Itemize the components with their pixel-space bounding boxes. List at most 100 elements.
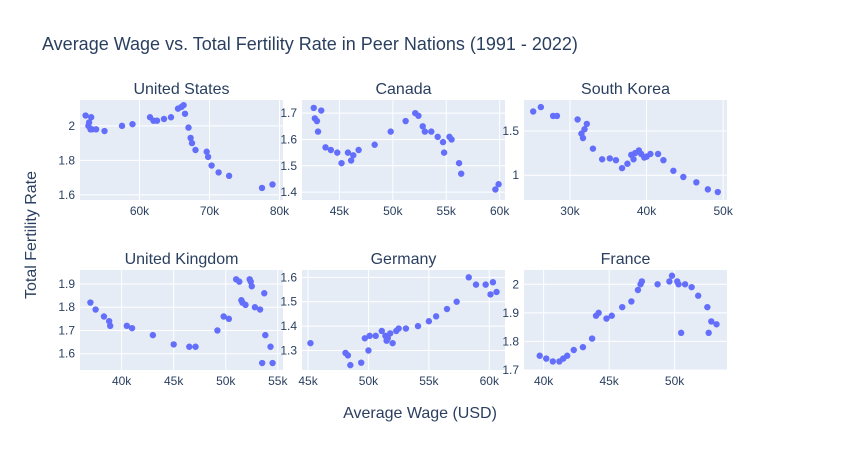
- y-tick-label: 1.6: [58, 347, 75, 361]
- data-point: [677, 329, 685, 337]
- subplot-title: United States: [133, 81, 229, 98]
- y-tick-label: 1.9: [58, 277, 75, 291]
- data-point: [361, 335, 369, 342]
- data-point: [395, 325, 402, 332]
- data-point: [495, 181, 502, 188]
- data-point: [579, 134, 587, 142]
- data-point: [258, 184, 266, 192]
- data-point: [214, 327, 221, 334]
- y-tick-label: 1.5: [502, 124, 519, 138]
- data-point: [192, 343, 199, 350]
- data-point: [256, 306, 264, 313]
- data-point: [372, 332, 379, 340]
- data-point: [310, 104, 317, 112]
- y-tick-label: 1.4: [280, 185, 297, 199]
- data-point: [149, 331, 157, 339]
- data-point: [365, 347, 372, 354]
- data-point: [242, 301, 249, 309]
- data-point: [603, 315, 610, 322]
- x-tick-label: 50k: [216, 374, 236, 388]
- data-point: [579, 343, 587, 351]
- data-point: [236, 278, 243, 285]
- subplot-panel: 45k 50k 55k 60k 1.3 1.4 1.5 1.6 Germany: [280, 251, 505, 388]
- data-point: [322, 144, 329, 151]
- data-point: [425, 318, 433, 325]
- y-tick-label: 1.8: [58, 300, 75, 314]
- data-point: [694, 292, 702, 299]
- data-point: [439, 138, 447, 146]
- x-tick-label: 30k: [560, 204, 580, 218]
- x-tick-label: 40k: [534, 374, 554, 388]
- data-point: [203, 148, 210, 155]
- x-tick-label: 50k: [359, 374, 379, 388]
- data-point: [675, 281, 682, 288]
- data-point: [713, 321, 720, 328]
- x-tick-label: 40k: [112, 374, 132, 388]
- x-tick-label: 60k: [480, 374, 500, 388]
- data-point: [549, 358, 557, 365]
- data-point: [167, 114, 175, 121]
- data-point: [313, 117, 321, 125]
- subplot-title: Germany: [371, 251, 437, 268]
- data-point: [543, 355, 550, 362]
- data-point: [693, 179, 700, 186]
- y-tick-label: 1.5: [280, 159, 297, 173]
- data-point: [350, 152, 357, 159]
- data-point: [583, 120, 591, 128]
- data-point: [208, 162, 215, 169]
- data-point: [624, 160, 631, 167]
- plot-background: [80, 100, 283, 200]
- data-point: [248, 283, 255, 290]
- data-point: [448, 136, 455, 143]
- data-point: [185, 124, 192, 131]
- data-point: [493, 288, 500, 296]
- data-point: [465, 274, 472, 281]
- data-point: [537, 103, 545, 111]
- data-point: [338, 159, 345, 167]
- x-tick-label: 45k: [298, 374, 318, 388]
- x-tick-label: 55k: [268, 374, 288, 388]
- subplot-panel: 40k 45k 50k 55k 1.6 1.7 1.8 1.9 United Kingdom: [58, 251, 288, 388]
- data-point: [101, 127, 108, 135]
- data-point: [129, 120, 136, 128]
- plot-background: [524, 270, 727, 370]
- subplot-panel: 40k 45k 50k 1.7 1.8 1.9 2 France: [502, 251, 727, 388]
- data-point: [344, 149, 352, 156]
- x-tick-label: 60k: [130, 204, 150, 218]
- data-point: [347, 157, 355, 164]
- data-point: [262, 331, 269, 339]
- data-point: [421, 128, 429, 135]
- data-point: [670, 167, 677, 174]
- data-point: [453, 298, 460, 305]
- data-point: [619, 303, 626, 311]
- data-point: [704, 303, 711, 311]
- data-point: [106, 322, 114, 330]
- data-point: [204, 153, 212, 161]
- x-tick-label: 45k: [330, 204, 350, 218]
- data-point: [455, 159, 463, 167]
- data-point: [489, 278, 497, 286]
- data-point: [472, 281, 480, 288]
- data-point: [82, 112, 89, 119]
- x-axis-label: Average Wage (USD): [343, 405, 497, 422]
- data-point: [128, 324, 136, 332]
- data-point: [269, 359, 276, 367]
- data-point: [589, 145, 597, 152]
- data-point: [180, 101, 187, 109]
- data-point: [606, 155, 613, 162]
- data-point: [414, 322, 422, 330]
- data-point: [612, 156, 620, 164]
- data-point: [570, 346, 577, 354]
- subplot-grid: 60k 70k 80k 1.6 1.8 2 United States 45k 50k 55k 60…: [58, 81, 734, 388]
- data-point: [334, 149, 341, 156]
- chart-title: Average Wage vs. Total Fertility Rate in…: [42, 34, 578, 54]
- data-point: [389, 339, 396, 347]
- data-point: [415, 112, 422, 119]
- data-point: [355, 146, 362, 154]
- x-tick-label: 40k: [637, 204, 657, 218]
- data-point: [347, 361, 354, 369]
- data-point: [708, 318, 715, 325]
- data-point: [574, 116, 581, 123]
